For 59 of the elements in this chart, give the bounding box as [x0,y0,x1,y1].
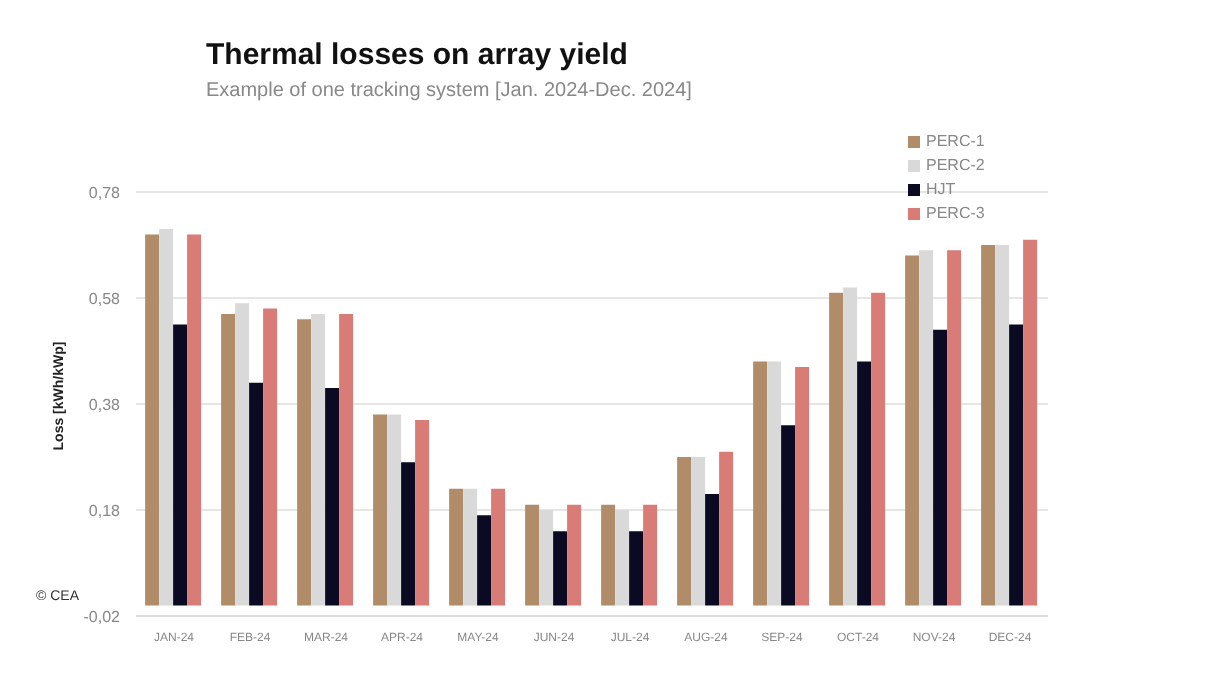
bar [311,313,326,606]
bar [325,388,340,606]
bar [601,504,616,606]
bar [981,245,996,606]
bar [235,303,250,606]
bar [753,361,768,606]
bar [539,510,554,606]
y-tick-label: -0,02 [83,607,122,626]
legend-label: HJT [926,180,956,198]
bar [947,250,962,606]
bar [373,414,388,606]
bar [829,292,844,606]
bar [781,425,796,606]
bar [553,531,568,606]
bar [691,457,706,606]
y-tick-label: 0,58 [88,289,122,308]
chart-title: Thermal losses on array yield [206,38,628,72]
bar [387,414,402,606]
bar [339,313,354,606]
bar [249,382,264,606]
y-tick-label: 0,38 [88,395,122,414]
bar [677,457,692,606]
bar [525,504,540,606]
bar [905,255,920,606]
bar [643,504,658,606]
bar [477,515,492,606]
bar [995,245,1010,606]
bar [629,531,644,606]
bar [491,488,506,606]
y-tick-label: 0,78 [88,183,122,202]
bar [297,319,312,606]
bar [401,462,416,606]
bar [919,250,934,606]
bar [415,419,430,606]
legend-label: PERC-3 [926,204,985,222]
bar [187,234,202,606]
bar [1023,239,1038,606]
bar [933,329,948,606]
bar [1009,324,1024,606]
legend-label: PERC-1 [926,132,985,150]
bar [145,234,160,606]
bar [857,361,872,606]
bar [705,494,720,606]
bar [173,324,188,606]
bar [221,313,236,606]
bar [567,504,582,606]
bar [159,229,174,606]
bar [263,308,278,606]
bar [767,361,782,606]
bar [463,488,478,606]
bar [795,366,810,606]
y-tick-label: 0,18 [88,501,122,520]
chart-subtitle: Example of one tracking system [Jan. 2024-Dec. 2024] [206,80,692,102]
bar [843,287,858,606]
bar [615,510,630,606]
bar [449,488,464,606]
bar [871,292,886,606]
legend-label: PERC-2 [926,156,985,174]
bar [719,451,734,606]
